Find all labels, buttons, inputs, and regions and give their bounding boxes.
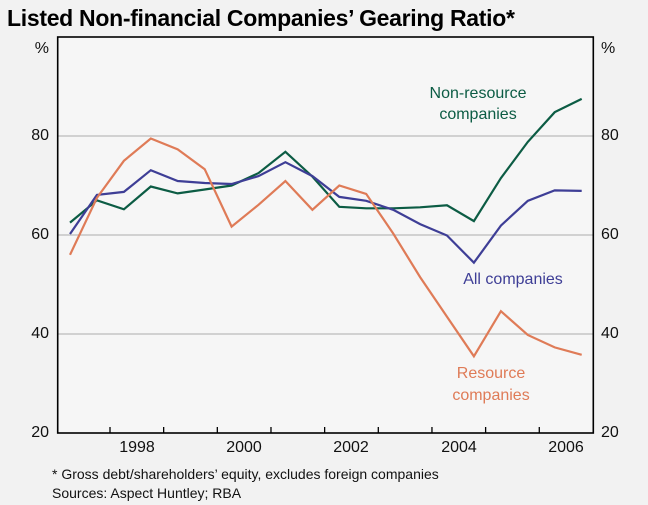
footnote-definition: * Gross debt/shareholders’ equity, exclu… (52, 466, 439, 482)
y-tick-label-40-left: 40 (31, 325, 49, 342)
x-tick-label-2006: 2006 (548, 439, 584, 456)
y-tick-label-40-right: 40 (601, 325, 619, 342)
x-tick-label-2002: 2002 (333, 439, 369, 456)
y-tick-label-20-right: 20 (601, 424, 619, 441)
series-label-resource-line1: Resource (456, 365, 526, 382)
series-line-all (69, 160, 582, 265)
plot-frame (56, 36, 595, 434)
y-axis-unit-left: % (34, 40, 49, 57)
series-line-non_resource (69, 97, 583, 224)
series-label-non-resource-line2: companies (439, 106, 517, 123)
x-tick-label-2000: 2000 (226, 439, 262, 456)
series-line-resource (69, 137, 582, 359)
x-tick-label-1998: 1998 (119, 439, 155, 456)
footnote-sources: Sources: Aspect Huntley; RBA (52, 485, 242, 501)
y-axis-unit-right: % (601, 40, 616, 57)
y-tick-label-20-left: 20 (31, 424, 49, 441)
series-label-non-resource-line1: Non-resource (429, 85, 527, 102)
y-tick-label-60-right: 60 (601, 226, 619, 243)
series-label-resource-line2: companies (452, 387, 530, 404)
series-label-all-companies: All companies (463, 271, 563, 288)
y-tick-label-60-left: 60 (31, 226, 49, 243)
chart-title: Listed Non-financial Companies’ Gearing … (7, 5, 515, 31)
y-tick-label-80-right: 80 (601, 127, 619, 144)
y-tick-label-80-left: 80 (31, 127, 49, 144)
x-tick-label-2004: 2004 (441, 439, 477, 456)
